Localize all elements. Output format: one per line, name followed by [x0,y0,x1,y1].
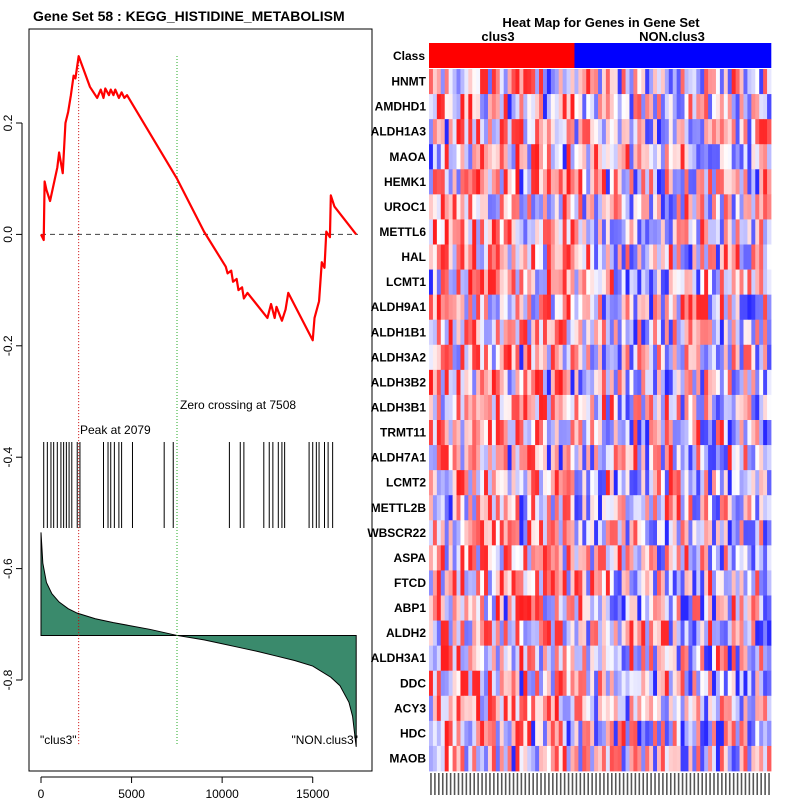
running-enrichment-score-line [40,55,358,342]
x-tick-label: 15000 [296,787,330,800]
gsea-plot-frame [28,28,373,772]
ranked-metric-area [40,532,357,747]
peak-label: Peak at 2079 [80,423,151,437]
y-tick-label: -0.8 [1,669,15,690]
x-tick-label: 0 [38,787,45,800]
x-tick-label: 5000 [118,787,145,800]
y-tick-label: 0.0 [1,226,15,243]
y-tick-label: -0.2 [1,335,15,356]
left-class-label: "clus3" [40,733,77,747]
gsea-title: Gene Set 58 : KEGG_HISTIDINE_METABOLISM [33,8,345,24]
y-tick-label: -0.6 [1,558,15,579]
y-tick-label: -0.4 [1,447,15,468]
y-tick-label: 0.2 [1,114,15,131]
right-class-label: "NON.clus3" [291,733,358,747]
x-tick-label: 10000 [205,787,239,800]
zero-crossing-label: Zero crossing at 7508 [180,398,296,412]
